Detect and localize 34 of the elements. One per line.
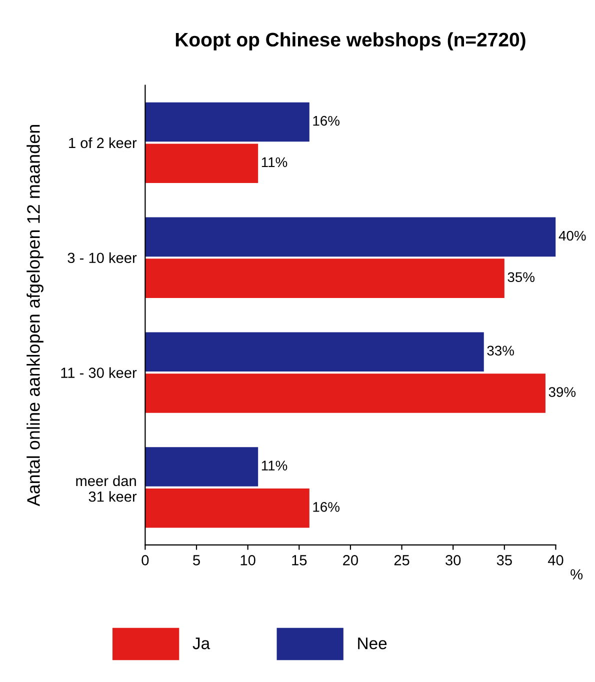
legend-label: Ja [192, 638, 210, 650]
bar [145, 332, 484, 372]
bar [145, 144, 258, 184]
x-tick-label: 35 [496, 555, 512, 566]
bar [145, 374, 546, 413]
y-tick-label: meer dan 31 keer [76, 475, 137, 502]
data-label: 11% [262, 157, 288, 168]
data-label: 16% [313, 116, 340, 126]
data-label: 40% [558, 230, 586, 241]
data-label: 35% [508, 272, 534, 282]
chart-title: Koopt op Chinese webshops (n=2720) [176, 32, 526, 50]
data-label: 33% [487, 346, 514, 356]
y-tick-label: 1 of 2 keer [69, 137, 137, 148]
x-tick-label: 40 [548, 555, 564, 566]
x-tick-label: 30 [446, 555, 461, 566]
x-tick-label: 0 [142, 555, 149, 566]
x-tick-label: 10 [240, 555, 256, 566]
y-axis-title: Aantal online aanklopen afgelopen 12 maanden [26, 124, 44, 506]
legend-label: Nee [358, 638, 387, 650]
bar [145, 447, 258, 486]
x-tick-label: 5 [193, 555, 200, 566]
y-tick-label: 11 - 30 keer [61, 367, 137, 378]
x-tick-label: 25 [394, 555, 410, 566]
bar [145, 217, 556, 257]
bar [145, 102, 310, 142]
bar [145, 488, 310, 528]
y-tick-label: 3 - 10 keer [68, 252, 137, 264]
x-tick-label: 15 [292, 555, 307, 566]
bar [145, 258, 504, 298]
data-label: 16% [313, 502, 340, 512]
x-axis-title: % [570, 569, 583, 580]
data-label: 39% [548, 387, 576, 397]
x-tick-label: 20 [343, 555, 358, 566]
data-label: 11% [262, 460, 288, 470]
